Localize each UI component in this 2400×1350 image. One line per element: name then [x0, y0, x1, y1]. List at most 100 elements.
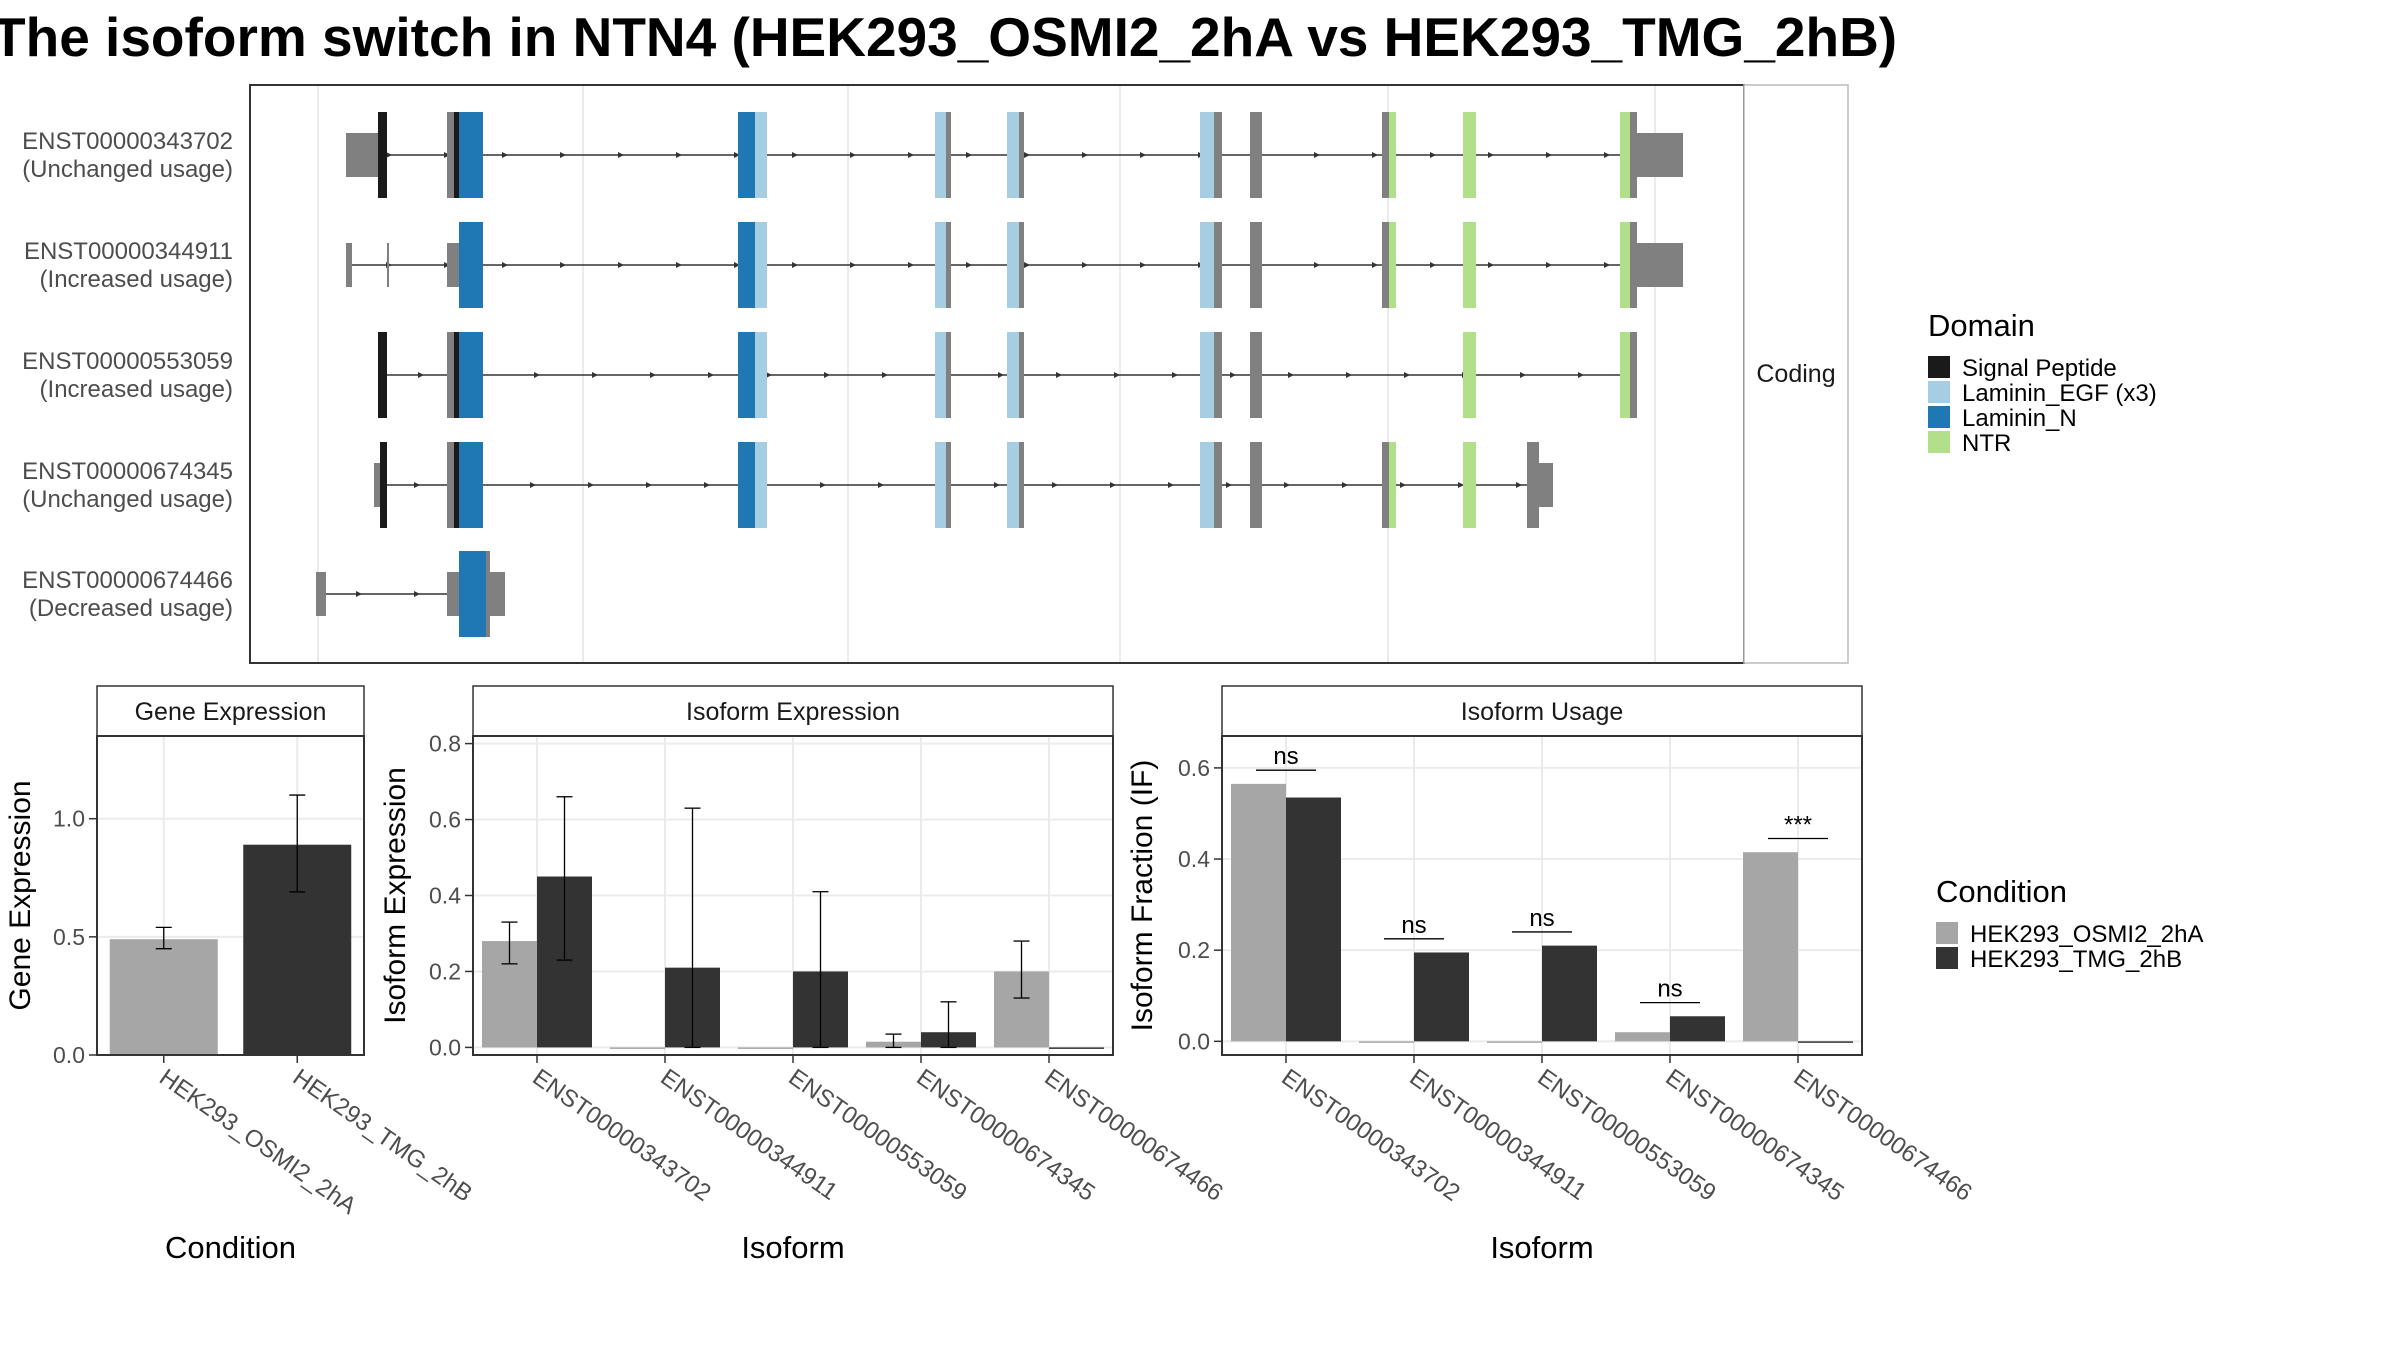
coding-exon	[946, 222, 951, 308]
coding-exon	[447, 112, 454, 198]
intron-arrow	[502, 152, 508, 158]
intron-arrow	[1604, 152, 1610, 158]
transcript-id-label: ENST00000674345	[22, 458, 233, 485]
coding-exon	[378, 112, 387, 198]
transcript-track	[346, 222, 1683, 308]
bar	[1542, 945, 1597, 1042]
intron-arrow	[966, 262, 972, 268]
intron-arrow	[1226, 482, 1232, 488]
facet-label: Coding	[1756, 360, 1835, 388]
coding-exon	[1250, 222, 1262, 308]
intron-arrow	[708, 372, 714, 378]
bar	[1049, 1047, 1104, 1049]
coding-exon	[1214, 332, 1222, 418]
coding-exon	[755, 112, 767, 198]
coding-exon	[454, 112, 459, 198]
transcript-id-label: ENST00000344911	[24, 238, 233, 265]
intron-arrow	[850, 152, 856, 158]
bar	[1670, 1016, 1725, 1042]
intron-arrow	[1430, 262, 1436, 268]
intron-arrow	[1024, 152, 1030, 158]
intron-arrow	[414, 482, 420, 488]
transcript-status-label: (Decreased usage)	[29, 595, 233, 622]
utr-exon	[387, 243, 389, 287]
legend-label: Laminin_N	[1962, 405, 2077, 432]
legend-title: Domain	[1928, 308, 2035, 343]
coding-exon	[1007, 112, 1019, 198]
intron-arrow	[1140, 262, 1146, 268]
intron-arrow	[994, 482, 1000, 488]
intron-arrow	[1546, 262, 1552, 268]
intron-arrow	[1372, 152, 1378, 158]
intron-arrow	[792, 262, 798, 268]
coding-exon	[1463, 112, 1476, 198]
intron-arrow	[1400, 482, 1406, 488]
coding-exon	[1527, 442, 1539, 528]
plot-border	[96, 735, 365, 1056]
intron-arrow	[850, 262, 856, 268]
intron-arrow	[1082, 152, 1088, 158]
coding-exon	[1630, 332, 1637, 418]
transcript-status-label: (Unchanged usage)	[22, 486, 233, 513]
intron-arrow	[1056, 372, 1062, 378]
coding-exon	[1382, 222, 1389, 308]
intron-arrow	[1168, 482, 1174, 488]
coding-exon	[935, 332, 946, 418]
intron-arrow	[1546, 152, 1552, 158]
coding-exon	[1250, 442, 1262, 528]
panel-title: Isoform Usage	[1461, 698, 1624, 726]
coding-exon	[1200, 442, 1214, 528]
y-tick-label: 0.8	[429, 731, 461, 757]
coding-exon	[459, 222, 483, 308]
intron-arrow	[560, 262, 566, 268]
y-axis-title: Isoform Expression	[379, 767, 412, 1024]
coding-exon	[738, 222, 755, 308]
coding-exon	[1630, 112, 1637, 198]
legend-title: Condition	[1936, 874, 2067, 909]
intron-arrow	[1604, 262, 1610, 268]
intron-arrow	[1284, 482, 1290, 488]
y-tick-label: 0.4	[429, 883, 461, 909]
transcript-id-label: ENST00000553059	[22, 348, 233, 375]
intron-arrow	[618, 262, 624, 268]
intron-arrow	[1024, 262, 1030, 268]
y-axis-title: Gene Expression	[4, 780, 37, 1010]
legend-swatch	[1928, 356, 1950, 378]
coding-exon	[459, 332, 483, 418]
isoform-expression-panel: Isoform ExpressionENST00000343702ENST000…	[379, 685, 1228, 1265]
coding-exon	[447, 332, 454, 418]
intron-arrow	[1230, 372, 1236, 378]
coding-exon	[1389, 442, 1396, 528]
legend-swatch	[1928, 406, 1950, 428]
legend-swatch	[1936, 922, 1958, 944]
bar	[1798, 1041, 1853, 1043]
legend-label: HEK293_TMG_2hB	[1970, 946, 2182, 973]
utr-exon	[346, 243, 352, 287]
intron-arrow	[1314, 152, 1320, 158]
coding-exon	[1214, 112, 1222, 198]
coding-exon	[378, 332, 387, 418]
utr-exon	[1637, 133, 1683, 177]
transcript-track	[346, 112, 1683, 198]
transcript-track	[378, 332, 1637, 418]
intron-arrow	[766, 372, 772, 378]
coding-exon	[1019, 222, 1024, 308]
utr-exon	[447, 572, 459, 616]
coding-exon	[1620, 222, 1630, 308]
panel-strip	[472, 685, 1114, 737]
x-axis-title: Isoform	[741, 1230, 844, 1265]
coding-exon	[738, 442, 755, 528]
coding-exon	[755, 442, 767, 528]
bar	[109, 939, 218, 1055]
bar	[1414, 952, 1469, 1042]
intron-arrow	[1578, 372, 1584, 378]
y-tick-label: 0.6	[1178, 755, 1210, 781]
utr-exon	[490, 572, 505, 616]
intron-arrow	[824, 372, 830, 378]
panel-title: Gene Expression	[135, 698, 327, 726]
intron-arrow	[534, 372, 540, 378]
bar	[1743, 852, 1798, 1042]
significance-label: ns	[1273, 743, 1298, 770]
coding-exon	[738, 332, 755, 418]
